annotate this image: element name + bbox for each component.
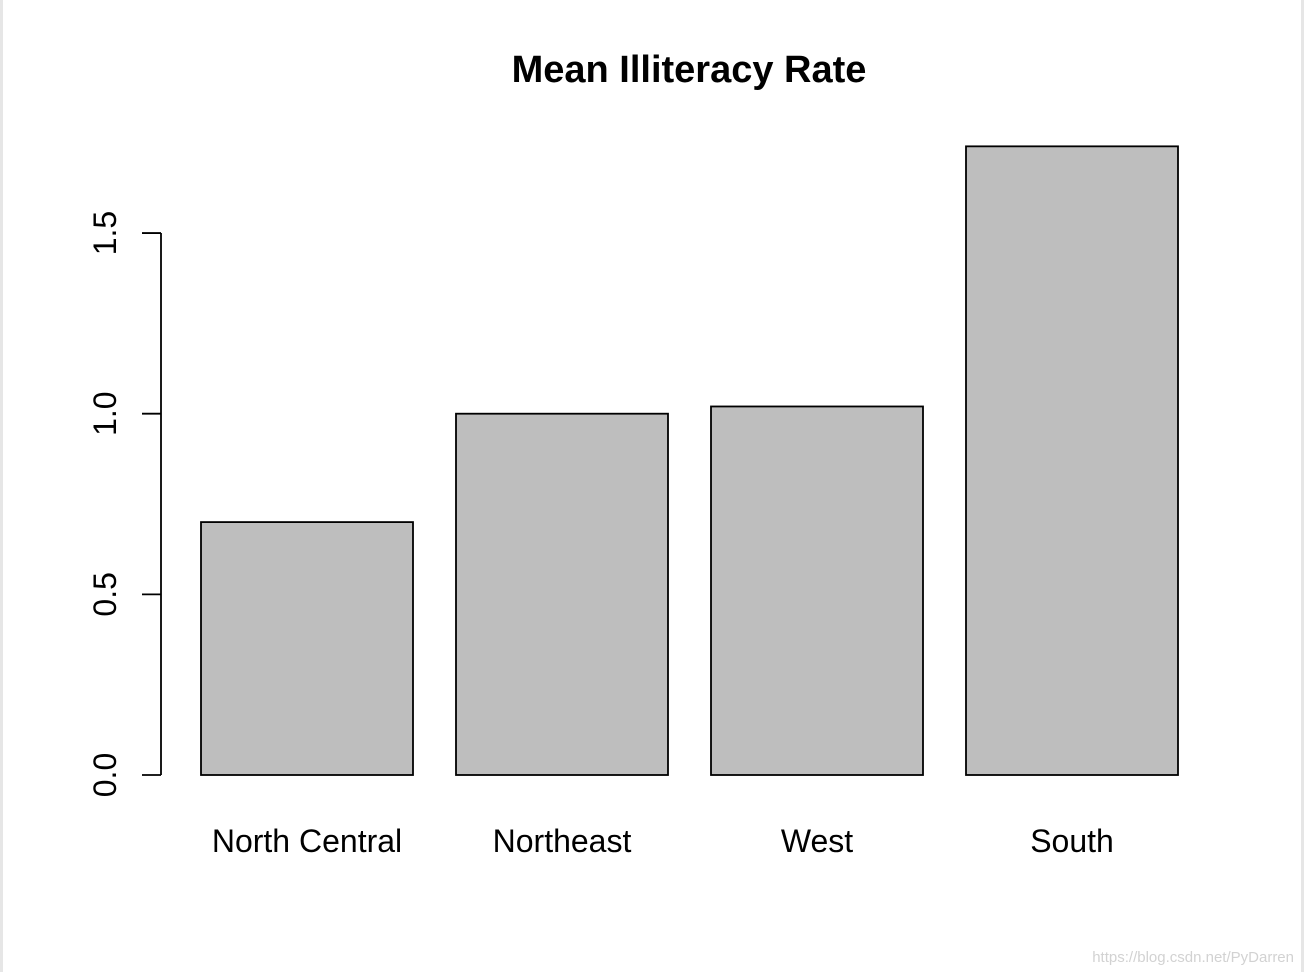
x-category-label: Northeast (493, 823, 632, 859)
y-tick-label: 1.0 (87, 391, 123, 435)
y-tick-label: 1.5 (87, 211, 123, 255)
bar-south (965, 145, 1179, 776)
y-tick-label: 0.0 (87, 753, 123, 797)
x-category-label: South (1030, 823, 1114, 859)
y-tick-label: 0.5 (87, 572, 123, 616)
bars (200, 145, 1179, 776)
bar-northeast (455, 412, 669, 776)
x-axis-labels: North Central Northeast West South (212, 823, 1114, 859)
x-category-label: West (781, 823, 853, 859)
watermark: https://blog.csdn.net/PyDarren (1092, 949, 1294, 966)
bar-north-central (200, 521, 414, 776)
bar-west (710, 405, 924, 776)
y-axis: 0.0 0.5 1.0 1.5 (87, 211, 162, 797)
chart-title: Mean Illiteracy Rate (512, 49, 867, 91)
x-category-label: North Central (212, 823, 402, 859)
